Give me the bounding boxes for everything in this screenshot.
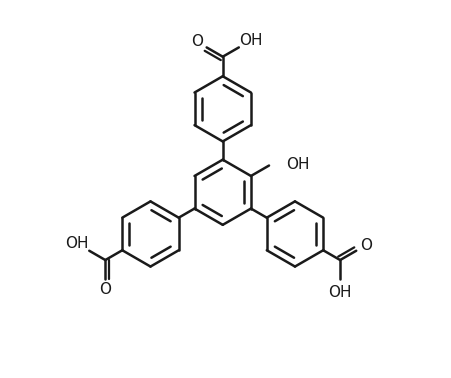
Text: O: O xyxy=(191,34,202,50)
Text: OH: OH xyxy=(239,33,262,48)
Text: O: O xyxy=(359,238,371,253)
Text: O: O xyxy=(99,282,111,297)
Text: OH: OH xyxy=(328,285,351,301)
Text: OH: OH xyxy=(286,157,309,172)
Text: OH: OH xyxy=(65,236,88,251)
